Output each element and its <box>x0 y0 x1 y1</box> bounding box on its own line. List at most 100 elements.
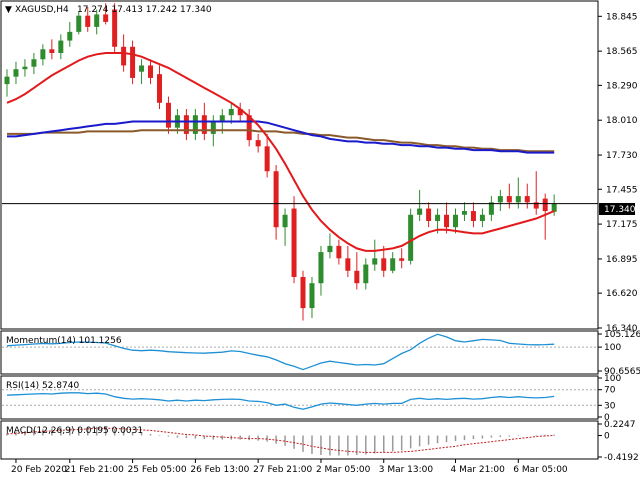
candle-body <box>148 65 154 78</box>
candle-body <box>542 198 548 212</box>
candle-body <box>363 264 369 284</box>
candle-body <box>453 214 458 228</box>
ma-red-line <box>6 52 555 252</box>
candle-body <box>94 14 100 27</box>
candle-body <box>210 121 216 134</box>
candle-body <box>515 196 521 203</box>
candle-body <box>67 31 73 41</box>
candle-body <box>219 115 225 122</box>
ma-blue-line <box>7 120 555 154</box>
time-axis-label: 4 Mar 21:00 <box>451 465 506 475</box>
candle-body <box>551 203 557 212</box>
candle-body <box>318 252 324 284</box>
candle-body <box>309 283 315 309</box>
candle-body <box>31 59 37 67</box>
candle-body <box>255 140 261 147</box>
candle-body <box>479 214 485 221</box>
candle-body <box>58 40 64 54</box>
candle-body <box>435 214 441 221</box>
candle-body <box>264 146 270 172</box>
price-axis-label: 17.175 <box>606 220 638 230</box>
candle-body <box>76 15 82 32</box>
candle-body <box>165 102 171 128</box>
price-tag: 17.340 <box>604 205 636 215</box>
price-tag-bg <box>599 203 635 215</box>
rsi-axis-label: 100 <box>604 374 621 384</box>
time-axis-label: 27 Feb 21:00 <box>253 465 312 475</box>
candle-body <box>399 258 405 261</box>
candle-body <box>156 74 162 103</box>
price-axis-label: 16.620 <box>606 289 638 299</box>
candle-body <box>390 258 396 271</box>
time-axis-label: 25 Feb 05:00 <box>128 465 187 475</box>
time-axis-label: 20 Feb 2020 <box>11 465 67 475</box>
candle-body <box>85 15 91 27</box>
price-axis-label: 16.340 <box>606 324 638 334</box>
momentum-line <box>6 333 555 371</box>
macd-pane-frame <box>0 420 599 460</box>
candle-body <box>524 196 530 203</box>
candle-body <box>4 76 10 85</box>
candle-body <box>103 14 109 22</box>
price-axis-label: 17.455 <box>606 185 638 195</box>
time-axis-label: 21 Feb 21:00 <box>65 465 124 475</box>
candle-body <box>246 115 252 141</box>
candle-body <box>112 9 118 47</box>
ma-brown-line <box>7 129 555 153</box>
momentum-title: Momentum(14) 101.1256 <box>6 336 122 346</box>
candle-body <box>192 115 198 134</box>
macd-axis-label: 0 <box>604 432 610 442</box>
candle-body <box>121 46 127 66</box>
collapse-arrow-icon[interactable]: ▼ <box>5 5 12 15</box>
candle-body <box>282 214 288 228</box>
momentum-pane-frame <box>0 330 599 375</box>
candle-body <box>22 66 28 70</box>
price-pane-frame <box>0 0 599 330</box>
price-axis-label: 18.845 <box>606 12 638 22</box>
time-axis-label: 26 Feb 13:00 <box>190 465 249 475</box>
price-axis-label: 18.010 <box>606 116 638 126</box>
candle-body <box>130 46 136 78</box>
momentum-axis-label: 100 <box>604 343 621 353</box>
candle-body <box>273 171 279 228</box>
candle-body <box>201 115 207 134</box>
candle-body <box>49 49 55 54</box>
symbol-label: XAGUSD,H4 <box>15 5 69 15</box>
rsi-title: RSI(14) 52.8740 <box>6 381 79 391</box>
candle-body <box>139 65 145 72</box>
candle-body <box>497 196 503 203</box>
price-axis-label: 16.895 <box>606 255 638 265</box>
rsi-axis-label: 70 <box>604 386 616 396</box>
macd-axis-label: 0.2247 <box>604 420 636 430</box>
candle-body <box>533 202 539 209</box>
macd-signal-line <box>6 427 555 453</box>
candle-body <box>40 49 46 60</box>
candle-body <box>237 109 243 116</box>
candle-body <box>372 258 378 265</box>
candle-body <box>470 211 476 221</box>
momentum-axis-label: 90.6565 <box>604 367 640 377</box>
ohlc-label: 17.274 17.413 17.242 17.340 <box>77 5 212 15</box>
candle-body <box>461 211 467 215</box>
candle-body <box>13 69 19 77</box>
candle-body <box>327 245 333 253</box>
price-axis-label: 18.565 <box>606 47 638 57</box>
candle-body <box>426 208 432 221</box>
macd-axis-label: -0.4192 <box>604 453 639 463</box>
candle-body <box>506 196 512 203</box>
candle-body <box>408 214 414 261</box>
price-axis-label: 18.290 <box>606 81 638 91</box>
candle-body <box>488 202 494 215</box>
candle-body <box>381 258 387 271</box>
rsi-line <box>6 392 555 410</box>
candle-body <box>228 109 234 116</box>
candle-body <box>417 208 423 215</box>
price-axis-label: 17.730 <box>606 151 638 161</box>
candle-body <box>300 276 306 309</box>
time-axis-label: 2 Mar 05:00 <box>316 465 371 475</box>
candle-body <box>354 270 360 284</box>
candle-body <box>291 208 297 277</box>
time-axis-label: 3 Mar 13:00 <box>379 465 434 475</box>
